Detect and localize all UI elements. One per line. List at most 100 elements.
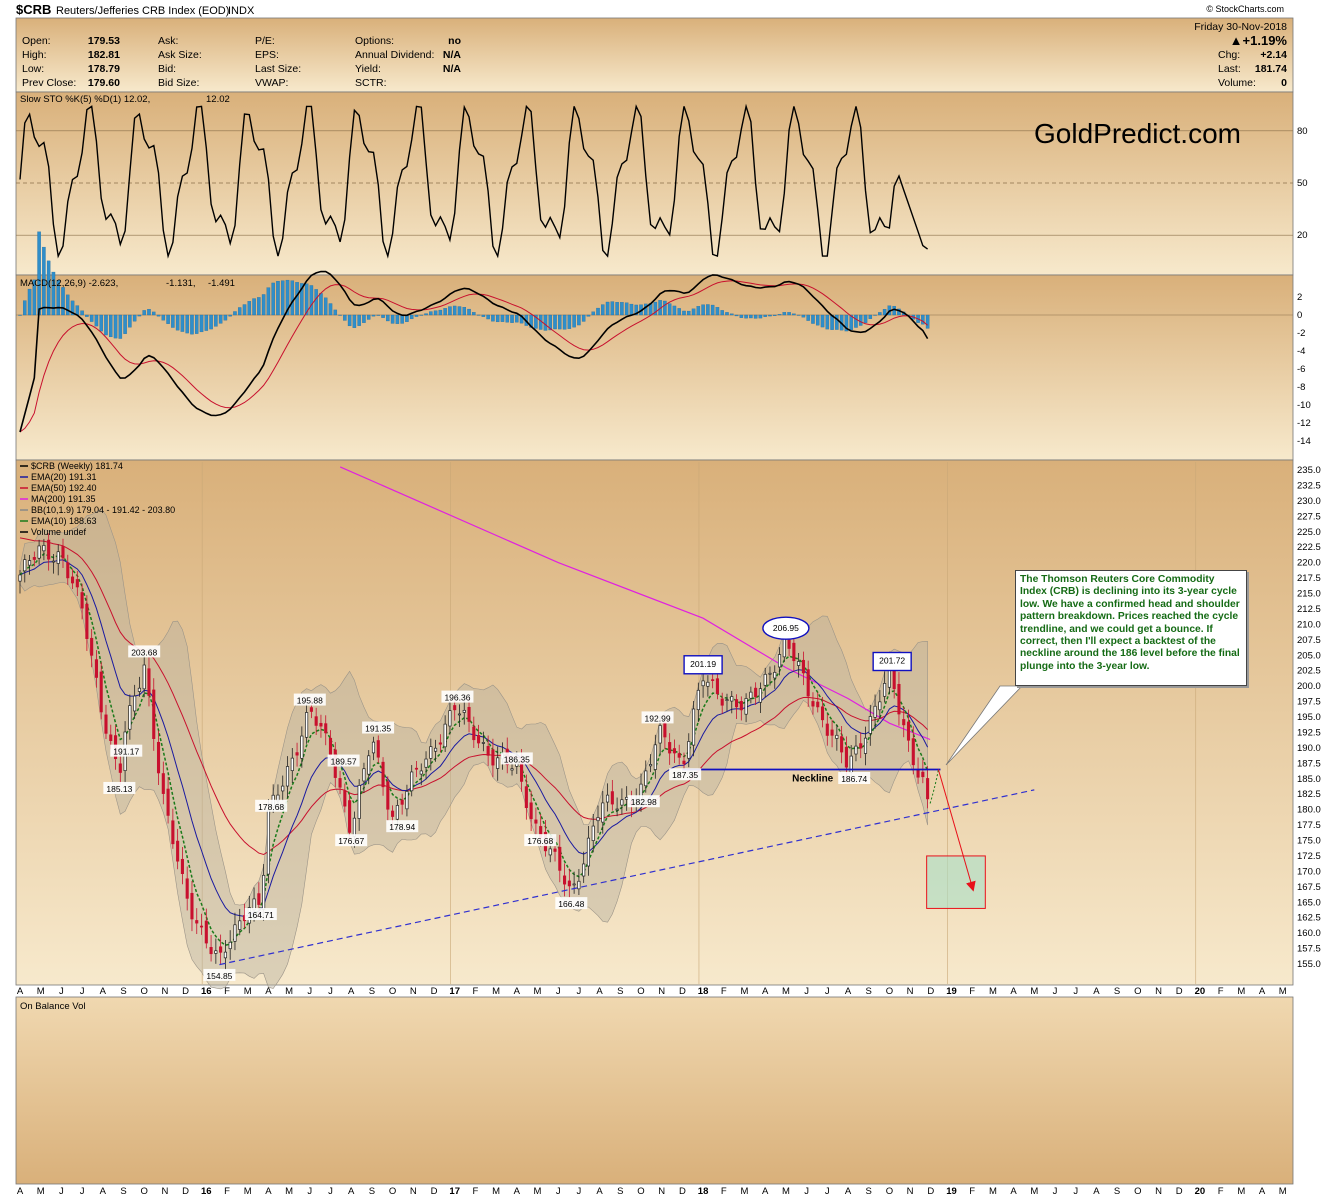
price-label: 192.99	[645, 713, 671, 723]
candle	[462, 709, 466, 713]
candle	[491, 749, 495, 766]
candle	[701, 680, 705, 687]
macd-histogram-bar	[104, 314, 108, 336]
macd-histogram-bar	[180, 314, 185, 332]
candle	[878, 701, 882, 711]
macd-histogram-bar	[629, 303, 634, 316]
macd-histogram-bar	[328, 303, 333, 316]
svg-text:181.74: 181.74	[1255, 63, 1287, 75]
candle	[453, 705, 457, 711]
macd-histogram-bar	[233, 311, 237, 316]
price-label-group: 191.17	[110, 744, 143, 757]
macd-histogram-bar	[352, 314, 357, 328]
month-label: D	[182, 1186, 189, 1197]
candle	[300, 735, 304, 759]
macd-histogram-bar	[720, 310, 724, 316]
svg-text:Yield:: Yield:	[355, 63, 381, 75]
month-label: D	[1176, 1186, 1183, 1197]
candle	[118, 763, 122, 773]
candle	[285, 766, 290, 787]
candle	[658, 725, 662, 744]
candle	[37, 545, 41, 559]
month-label: N	[658, 986, 665, 997]
macd-histogram-bar	[782, 312, 787, 316]
macd-histogram-bar	[152, 311, 156, 316]
macd-histogram-bar	[32, 279, 37, 316]
month-label: J	[307, 986, 312, 997]
svg-text:Bid:: Bid:	[158, 63, 176, 75]
svg-text:Options:: Options:	[355, 35, 394, 47]
macd-tick: 0	[1297, 310, 1302, 321]
candle	[219, 946, 223, 953]
month-label: D	[679, 986, 686, 997]
candle	[725, 699, 729, 701]
macd-histogram-bar	[242, 304, 247, 316]
month-label: O	[141, 1186, 148, 1197]
macd-histogram-bar	[409, 314, 414, 320]
price-tick: 172.5	[1297, 851, 1321, 862]
svg-text:Volume:: Volume:	[1218, 77, 1256, 89]
macd-histogram-bar	[515, 314, 519, 323]
price-label-group: 185.13	[103, 781, 136, 794]
month-label: F	[969, 986, 975, 997]
macd-line	[19, 270, 929, 433]
month-label: S	[369, 986, 375, 997]
macd-histogram-bar	[921, 314, 925, 325]
macd-histogram-bar	[228, 314, 232, 317]
target-box	[926, 855, 986, 909]
macd-histogram-bar	[677, 308, 681, 316]
candle	[371, 741, 376, 754]
svg-text:179.53: 179.53	[88, 35, 120, 47]
candle	[262, 874, 266, 910]
exchange: INDX	[228, 5, 255, 17]
macd-histogram-bar	[99, 314, 103, 332]
candle	[663, 722, 667, 738]
price-label-bg	[441, 690, 474, 703]
price-layer: Neckline 185.13 191.17 203.68 154.85 164.71 17…	[18, 462, 1197, 990]
candle	[99, 671, 103, 713]
price-label-bg	[327, 754, 360, 767]
backtest-path	[929, 769, 939, 804]
candle	[405, 791, 409, 810]
macd-histogram-bar	[749, 314, 753, 319]
month-label: J	[80, 1186, 85, 1197]
macd-histogram-bar	[94, 314, 99, 327]
price-label-bg	[524, 834, 557, 847]
candle	[691, 708, 696, 746]
candle	[606, 794, 610, 803]
macd-histogram-bar	[56, 280, 60, 316]
candle	[916, 769, 920, 778]
month-label: S	[617, 1186, 623, 1197]
month-label: S	[1114, 986, 1120, 997]
legend-entry: $CRB (Weekly) 181.74	[31, 461, 123, 471]
month-label: A	[514, 986, 521, 997]
sto-k-line	[19, 103, 929, 259]
macd-histogram-bar	[710, 304, 715, 316]
macd-histogram-bar	[567, 314, 572, 329]
candle	[80, 592, 84, 609]
macd-histogram-bar	[142, 310, 146, 316]
macd-histogram-bar	[257, 297, 261, 316]
price-tick: 165.0	[1297, 897, 1321, 908]
candle	[319, 722, 323, 727]
macd-histogram-bar	[510, 314, 514, 323]
macd-histogram-bar	[376, 314, 381, 316]
candle	[644, 770, 648, 787]
sto-tick-50: 50	[1297, 178, 1308, 189]
candle	[830, 729, 834, 736]
price-tick: 230.0	[1297, 496, 1321, 507]
legend-entry: EMA(10) 188.63	[31, 516, 97, 526]
month-label: J	[556, 1186, 561, 1197]
macd-histogram-bar	[37, 231, 41, 316]
macd-tick: -6	[1297, 364, 1305, 375]
month-label: N	[161, 1186, 168, 1197]
month-label: M	[1237, 1186, 1245, 1197]
month-label: 20	[1195, 1186, 1206, 1197]
price-label-bg	[838, 772, 871, 785]
price-tick: 202.5	[1297, 666, 1321, 677]
candle	[897, 683, 901, 715]
candle	[529, 802, 533, 820]
price-tick: 207.5	[1297, 635, 1321, 646]
month-label: O	[141, 986, 148, 997]
month-label: M	[285, 1186, 293, 1197]
